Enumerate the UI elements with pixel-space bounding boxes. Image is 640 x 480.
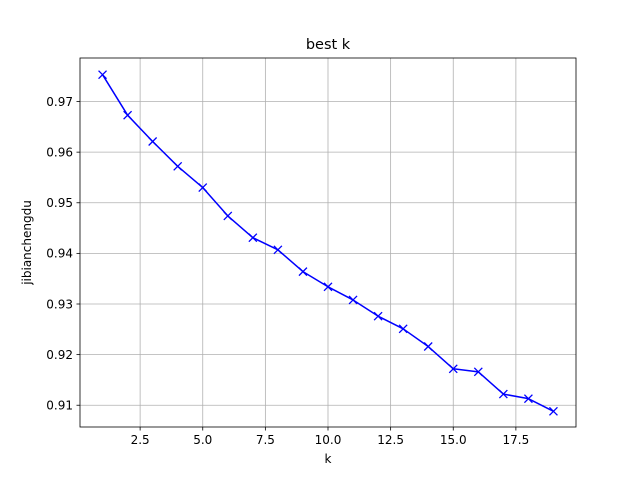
x-tick-label: 2.5: [131, 433, 150, 447]
data-point: [398, 324, 408, 334]
y-tick-label: 0.91: [46, 399, 73, 413]
x-axis-label: k: [325, 452, 332, 466]
y-tick-label: 0.96: [46, 145, 73, 159]
data-point: [473, 367, 483, 377]
data-point: [548, 406, 558, 416]
data-point: [273, 245, 283, 255]
ticks: 2.5 5.0 7.5 10.0 12.5 15.0 17.5 0.91 0.92 0.93 0.9…: [46, 95, 529, 447]
series-layer: [98, 70, 558, 416]
y-tick-label: 0.92: [46, 348, 73, 362]
x-tick-label: 10.0: [315, 433, 342, 447]
data-point: [173, 161, 183, 171]
data-point: [348, 295, 358, 305]
data-point: [223, 211, 233, 221]
data-point: [523, 394, 533, 404]
data-point: [448, 364, 458, 374]
y-tick-label: 0.97: [46, 95, 73, 109]
grid: [80, 58, 576, 427]
x-tick-label: 15.0: [440, 433, 467, 447]
chart-title: best k: [306, 37, 351, 53]
data-point: [198, 183, 208, 193]
data-point: [423, 342, 433, 351]
data-point: [98, 70, 108, 80]
x-tick-label: 7.5: [256, 433, 275, 447]
x-tick-label: 5.0: [193, 433, 212, 447]
y-tick-label: 0.95: [46, 196, 73, 210]
y-axis-label: jibianchengdu: [20, 200, 34, 286]
data-point: [248, 233, 258, 243]
data-point: [123, 110, 133, 120]
x-tick-label: 17.5: [503, 433, 530, 447]
data-point: [373, 311, 383, 321]
data-point: [323, 282, 333, 292]
data-point: [298, 267, 308, 277]
x-tick-label: 12.5: [377, 433, 404, 447]
y-tick-label: 0.93: [46, 297, 73, 311]
y-tick-label: 0.94: [46, 247, 73, 261]
data-point: [498, 389, 508, 399]
data-point: [148, 137, 158, 146]
